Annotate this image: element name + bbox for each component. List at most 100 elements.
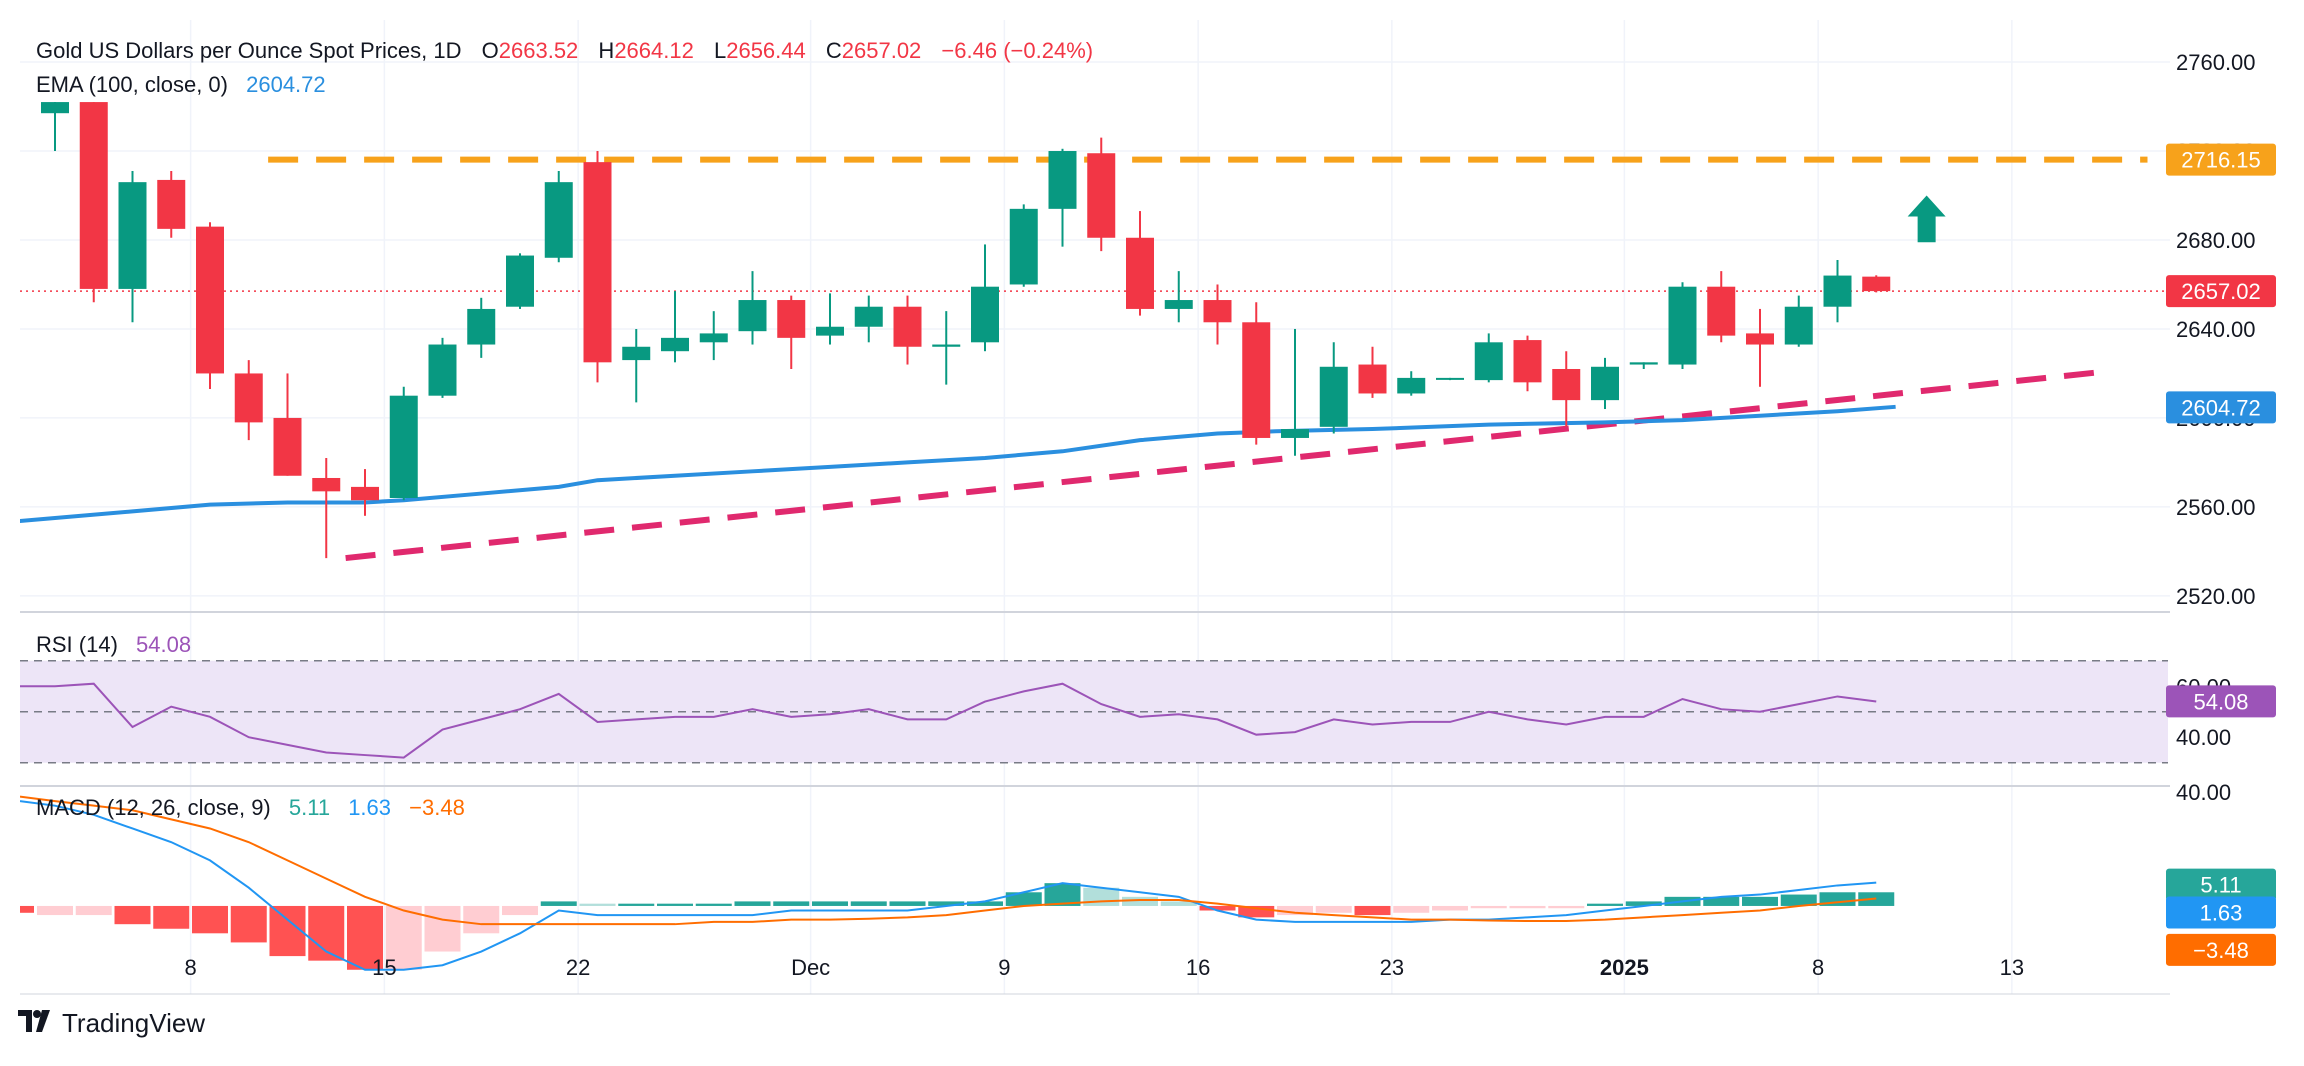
macd-histogram-bar <box>734 901 771 906</box>
candle <box>1746 308 1774 387</box>
macd-histogram-bar <box>889 901 926 906</box>
candle-body <box>196 226 224 374</box>
time-tick-label: 22 <box>566 955 590 980</box>
price-tick-label: 2680.00 <box>2176 228 2256 253</box>
candle-body <box>41 102 69 114</box>
candle <box>777 295 806 369</box>
ema-badge-text: 2604.72 <box>2181 395 2261 420</box>
candle <box>1862 275 1891 293</box>
macd-line <box>20 800 1877 971</box>
candle <box>1591 357 1619 410</box>
macd-legend[interactable]: MACD (12, 26, close, 9) 5.11 1.63 −3.48 <box>36 795 465 820</box>
candle-body <box>738 300 767 332</box>
candle <box>1513 335 1542 392</box>
macd-histogram-bar <box>1509 905 1546 909</box>
candle <box>196 222 224 390</box>
time-axis[interactable]: 8 15 22 Dec 9 16 23 2025 8 13 <box>185 955 2025 980</box>
candles[interactable] <box>41 102 1891 559</box>
candle-body <box>1048 151 1077 209</box>
resistance-badge-bg <box>2166 143 2276 176</box>
macd-histogram-bar <box>1625 901 1662 906</box>
candle-body <box>544 182 573 258</box>
macd-histogram-bar <box>347 905 383 970</box>
time-tick-label: 13 <box>2000 955 2024 980</box>
last-price-badge-text: 2657.02 <box>2181 279 2261 304</box>
hist-badge-text: −3.48 <box>2193 938 2249 963</box>
candle-body <box>118 182 147 289</box>
macd-histogram-bar <box>1238 905 1275 918</box>
price-tick-label: 2760.00 <box>2176 50 2256 75</box>
macd-histogram-bar <box>1315 905 1352 913</box>
candle-body <box>1203 300 1232 323</box>
macd-histogram-bar <box>1199 905 1236 911</box>
macd-histogram-bar <box>37 905 73 916</box>
candle-body <box>79 102 108 289</box>
price-badges: 2716.15 2657.02 2604.72 54.08 5.11 1.63 −3.48 <box>2166 143 2276 966</box>
candle-body <box>1823 275 1852 307</box>
candle-body <box>1436 377 1464 380</box>
macd-histogram-bar <box>1548 905 1585 909</box>
macd-histogram-bar <box>657 903 693 906</box>
support-dashed-line <box>345 368 2110 562</box>
candle <box>1784 295 1813 347</box>
rsi-value: 54.08 <box>136 632 191 657</box>
time-tick-label: 16 <box>1186 955 1210 980</box>
price-tick-label: 2560.00 <box>2176 495 2256 520</box>
candle-body <box>273 417 302 476</box>
ascending-support-trendline[interactable] <box>345 368 2110 562</box>
signal-badge: 1.63 <box>2166 896 2276 929</box>
candle-body <box>1009 208 1038 285</box>
macd-histogram-bar <box>463 905 500 934</box>
macd-histogram-bar <box>1122 896 1158 906</box>
candle <box>1009 204 1038 287</box>
candle-body <box>1513 340 1542 383</box>
candle <box>738 271 767 345</box>
candle <box>1707 271 1736 343</box>
rsi-pane[interactable] <box>20 660 2168 764</box>
macd-histogram-bar <box>1780 894 1817 906</box>
up-arrow-icon[interactable] <box>1907 195 1946 243</box>
candle-body <box>971 286 999 343</box>
candle <box>699 311 728 361</box>
macd-histogram-bar <box>967 901 1003 906</box>
macd-histogram-bar <box>75 905 112 916</box>
candle <box>661 291 689 363</box>
candle-body <box>777 300 806 338</box>
resistance-badge-text: 2716.15 <box>2181 148 2261 173</box>
candle-body <box>854 306 883 327</box>
candle-body <box>1784 306 1813 345</box>
ema-label: EMA (100, close, 0) <box>36 72 228 97</box>
macd-histogram-bar <box>773 901 810 906</box>
legend-row-ema[interactable]: EMA (100, close, 0) 2604.72 <box>36 72 326 97</box>
candle-body <box>699 333 728 343</box>
rsi-tick-label: 40.00 <box>2176 725 2231 750</box>
candle <box>1048 148 1077 247</box>
candle-body <box>312 477 341 492</box>
candle-body <box>428 344 457 396</box>
candle-body <box>1629 362 1658 365</box>
macd-histogram-bar <box>1160 901 1197 906</box>
last-price-badge: 2657.02 <box>2166 275 2276 308</box>
rsi-legend[interactable]: RSI (14) 54.08 <box>36 632 191 657</box>
macd-histogram-bar <box>192 905 228 934</box>
macd-histogram-bar <box>1277 905 1313 916</box>
candle <box>1629 362 1658 369</box>
candle <box>79 102 108 303</box>
candle <box>1281 328 1309 456</box>
signal-badge-text: 1.63 <box>2200 901 2243 926</box>
candle <box>1319 342 1348 434</box>
macd-histogram-bar <box>1044 883 1081 906</box>
macd-histogram-bar <box>502 905 538 916</box>
candle <box>1358 346 1387 398</box>
candle-body <box>1319 366 1348 427</box>
candle-body <box>1087 153 1116 238</box>
candle <box>1436 377 1464 381</box>
ema-value: 2604.72 <box>246 72 326 97</box>
candle <box>1087 137 1116 252</box>
tradingview-brand[interactable]: TradingView <box>18 1008 205 1039</box>
candle <box>41 102 69 152</box>
macd-pane[interactable] <box>20 795 1895 971</box>
tradingview-logo-icon <box>18 1008 54 1039</box>
close-value: 2657.02 <box>842 38 922 63</box>
